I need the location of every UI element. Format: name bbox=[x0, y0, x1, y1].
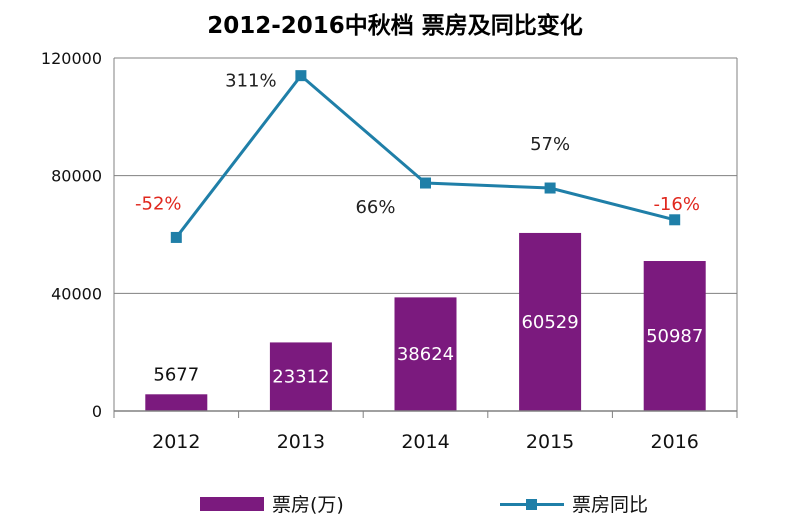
gridlines bbox=[114, 57, 737, 294]
legend-item-box-office: 票房(万) bbox=[200, 490, 344, 517]
x-tick-label: 2015 bbox=[526, 431, 574, 453]
x-tick-label: 2012 bbox=[152, 431, 200, 453]
yoy-value-label: 311% bbox=[225, 71, 276, 92]
y-tick-label: 120000 bbox=[41, 49, 102, 68]
bar-value-label: 38624 bbox=[397, 344, 454, 365]
chart-title: 2012-2016中秋档 票房及同比变化 bbox=[207, 13, 583, 39]
yoy-point-marker bbox=[544, 182, 556, 194]
bar bbox=[145, 394, 208, 411]
legend-line-swatch bbox=[500, 497, 564, 511]
yoy-point-marker bbox=[170, 231, 182, 243]
x-tick-label: 2013 bbox=[277, 431, 325, 453]
legend-bar-swatch bbox=[200, 496, 264, 511]
x-tick-label: 2016 bbox=[651, 431, 699, 453]
bar-value-label: 50987 bbox=[646, 326, 703, 347]
yoy-line bbox=[170, 70, 681, 243]
bar-value-label: 23312 bbox=[272, 367, 329, 388]
bar bbox=[643, 261, 706, 411]
y-tick-label: 0 bbox=[92, 402, 102, 421]
y-tick-label: 80000 bbox=[51, 167, 102, 186]
legend: 票房(万) 票房同比 bbox=[200, 490, 760, 518]
yoy-line-path bbox=[175, 73, 676, 239]
legend-label-box-office: 票房(万) bbox=[272, 494, 344, 516]
yoy-value-label: 66% bbox=[355, 197, 395, 218]
yoy-labels: -52% 311% 66% 57% -16% bbox=[135, 71, 700, 218]
bar-value-labels: 5677 23312 38624 60529 50987 bbox=[153, 312, 703, 388]
bar bbox=[269, 342, 332, 411]
legend-item-yoy: 票房同比 bbox=[500, 490, 648, 517]
yoy-value-label: -16% bbox=[653, 194, 700, 215]
bars bbox=[145, 232, 706, 411]
yoy-value-label: -52% bbox=[135, 193, 182, 214]
axes: 0 40000 80000 120000 2012 2013 2014 2015 2016 bbox=[41, 49, 738, 453]
yoy-point-marker bbox=[295, 70, 307, 82]
bar-value-label: 60529 bbox=[521, 312, 578, 333]
legend-label-yoy: 票房同比 bbox=[572, 494, 649, 516]
bar bbox=[394, 297, 457, 411]
bar-value-label: 5677 bbox=[153, 364, 199, 385]
y-tick-label: 40000 bbox=[51, 284, 102, 303]
yoy-point-marker bbox=[420, 177, 431, 189]
yoy-value-label: 57% bbox=[530, 134, 570, 155]
x-tick-label: 2014 bbox=[401, 431, 449, 453]
yoy-point-marker bbox=[669, 214, 681, 226]
bar bbox=[519, 232, 582, 411]
